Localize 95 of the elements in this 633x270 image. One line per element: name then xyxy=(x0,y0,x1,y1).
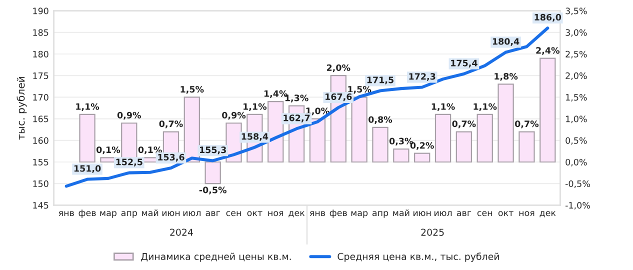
x-tick-label: май xyxy=(142,209,158,216)
y2-tick-label: 3,0% xyxy=(566,29,587,37)
y2-tick-label: 2,0% xyxy=(566,72,587,80)
x-tick-label: ноя xyxy=(268,211,284,216)
x-tick-label: дек xyxy=(288,211,305,218)
bar xyxy=(204,161,221,184)
y-axis-title: тыс. рублей xyxy=(16,76,27,140)
x-tick-label: авг xyxy=(456,211,472,216)
bar xyxy=(498,84,514,163)
x-tick-label: сен xyxy=(477,211,492,216)
y2-tick-label: 1,0% xyxy=(566,116,587,124)
y-tick-label: 150 xyxy=(33,180,48,188)
x-tick-label: апр xyxy=(121,211,137,218)
y2-tick-label: 0,5% xyxy=(566,137,587,145)
bar xyxy=(393,148,410,163)
x-tick-label: май xyxy=(393,209,410,216)
y-tick-label: 185 xyxy=(33,29,48,36)
data-label: 1,5% xyxy=(180,86,204,94)
data-label: -0,5% xyxy=(199,186,227,194)
y-tick-label: 190 xyxy=(33,8,48,14)
x-tick-label: окт xyxy=(247,211,262,216)
data-label: 1,5% xyxy=(348,86,372,94)
data-label: 1,1% xyxy=(432,103,455,111)
bar xyxy=(434,114,452,163)
x-tick-label: мар xyxy=(351,211,368,218)
bar xyxy=(456,131,472,163)
data-label: 2,0% xyxy=(326,64,350,72)
legend-label: Средняя цена кв.м., тыс. рублей xyxy=(338,252,499,262)
data-label: 1,3% xyxy=(285,94,308,102)
x-tick-label: апр xyxy=(372,211,388,218)
y2-tick-label: 1,5% xyxy=(566,94,587,102)
bar xyxy=(309,118,326,163)
x-tick-label: фев xyxy=(78,210,96,218)
data-label: 153,6 xyxy=(158,154,184,162)
y-tick-label: 160 xyxy=(33,137,48,144)
data-label: 0,8% xyxy=(368,116,392,124)
x-tick-label: дек xyxy=(540,211,556,218)
y-tick-label: 175 xyxy=(33,72,48,80)
data-label: 1,1% xyxy=(474,103,497,111)
y2-tick-label: 3,5% xyxy=(566,8,587,16)
data-label: 167,6 xyxy=(326,93,352,102)
data-label: 0,9% xyxy=(117,112,141,120)
legend-label: Динамика средней цены кв.м. xyxy=(141,252,291,262)
y-tick-label: 145 xyxy=(33,202,48,209)
x-tick-label: фев xyxy=(330,210,347,218)
data-label: 1,1% xyxy=(76,103,100,111)
x-tick-label: сен xyxy=(226,211,241,216)
data-label: 0,9% xyxy=(222,112,246,120)
bar xyxy=(372,126,388,163)
data-label: 1,1% xyxy=(244,103,267,111)
bar xyxy=(540,58,556,163)
data-label: 186,0 xyxy=(534,14,562,22)
bar xyxy=(414,152,430,163)
data-label: 0,7% xyxy=(515,120,539,128)
data-label: 171,5 xyxy=(367,76,394,84)
y-tick-label: 180 xyxy=(33,50,48,58)
data-label: 175,4 xyxy=(451,60,478,68)
x-tick-label: авг xyxy=(206,211,220,216)
text: 2024 xyxy=(170,228,193,236)
x-tick-label: июл xyxy=(183,211,201,216)
y2-tick-label: -1,0% xyxy=(565,202,590,210)
data-label: 1,8% xyxy=(494,73,518,81)
x-tick-label: июл xyxy=(434,211,452,216)
bar xyxy=(351,96,368,163)
x-tick-label: янв xyxy=(58,211,74,216)
x-tick-label: мар xyxy=(100,211,116,218)
data-label: 0,7% xyxy=(452,120,476,128)
data-label: 162,7 xyxy=(284,114,310,122)
bar xyxy=(79,114,96,163)
data-label: 180,4 xyxy=(492,38,520,46)
y-tick-label: 165 xyxy=(33,116,48,122)
data-label: 172,3 xyxy=(409,73,436,81)
x-tick-label: окт xyxy=(498,211,514,216)
x-tick-label: ноя xyxy=(519,211,534,216)
y2-tick-label: 0,0% xyxy=(566,158,587,166)
bar xyxy=(518,131,535,163)
data-label: 151,0 xyxy=(74,165,101,173)
y-tick-label: 170 xyxy=(33,94,48,101)
data-label: 155,3 xyxy=(200,146,226,154)
data-label: 0,1% xyxy=(96,146,120,154)
x-tick-label: июн xyxy=(162,211,180,216)
y2-tick-label: -0,5% xyxy=(565,180,590,188)
data-label: 0,1% xyxy=(138,146,162,154)
x-tick-label: июн xyxy=(414,211,431,216)
bar xyxy=(184,96,200,163)
y2-tick-label: 2,5% xyxy=(566,50,587,58)
data-label: 2,4% xyxy=(536,47,560,55)
data-label: 0,7% xyxy=(159,120,183,128)
data-label: 1,4% xyxy=(264,90,288,98)
y-tick-label: 155 xyxy=(33,158,48,166)
bar xyxy=(476,114,493,163)
data-label: 152,5 xyxy=(116,158,142,166)
text: 2025 xyxy=(421,228,444,236)
x-tick-label: янв xyxy=(310,211,326,216)
data-label: 158,4 xyxy=(242,133,268,141)
